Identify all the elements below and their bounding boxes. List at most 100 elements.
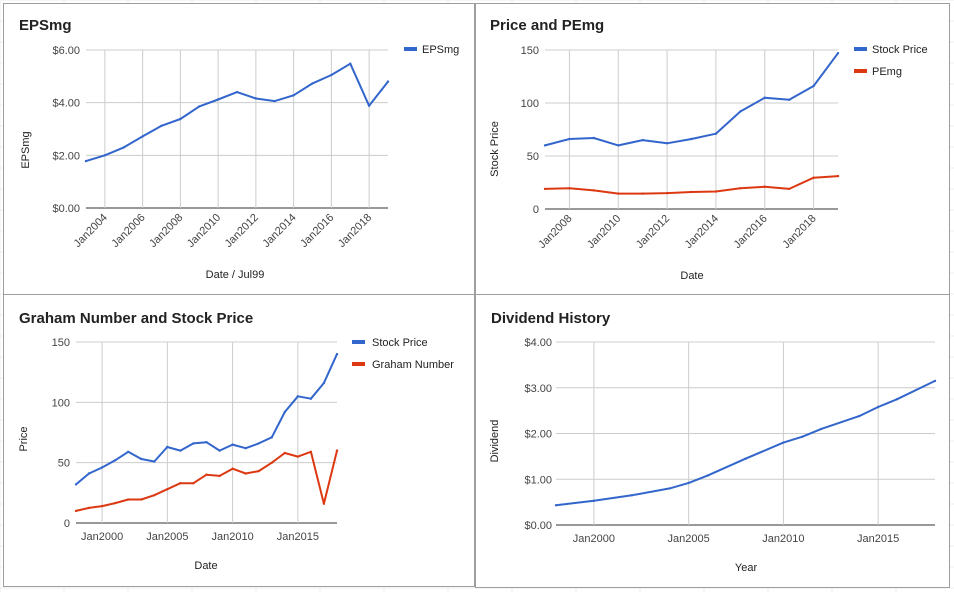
data-point [812,84,815,88]
y-tick-label: $0.00 [524,520,552,532]
data-point [235,90,239,94]
legend: Stock Price Graham Number [352,337,454,371]
data-point [706,474,709,477]
data-point [141,135,144,138]
data-point [218,449,221,452]
legend-label-stock-price: Stock Price [872,44,928,56]
x-axis-label: Year [735,562,758,574]
data-point [554,504,558,507]
data-point [782,441,785,444]
y-tick-label: 150 [52,337,70,349]
legend-swatch-stock-price [854,47,867,51]
data-point [933,379,937,383]
data-point [592,189,595,192]
legend-swatch-epsmg [404,47,417,51]
data-point [641,138,644,142]
data-point [820,427,823,431]
series-line-stock-price [544,52,839,147]
data-point [273,99,276,103]
data-point [309,397,313,400]
data-point [179,482,182,485]
data-point [114,459,117,462]
data-point [140,498,143,501]
data-point [296,395,300,398]
data-point [84,159,88,163]
data-point [103,154,107,157]
y-tick-label: $0.00 [52,203,80,215]
data-point [166,488,169,491]
data-point [100,466,104,469]
data-point [617,144,620,147]
data-point [349,62,352,65]
data-point [665,142,669,145]
data-point [198,105,201,108]
data-point [322,381,326,385]
y-tick-label: $2.00 [524,429,552,441]
data-point [690,137,693,141]
price-pemg-chart-panel[interactable]: Price and PEmg 0 50 100 150 Jan2008 Jan2010 J… [475,3,950,295]
y-tick-label: 50 [527,151,539,163]
data-point [218,474,221,478]
data-point [166,445,169,449]
data-point [244,447,247,450]
data-point [231,467,234,470]
y-tick-label: $1.00 [524,474,552,486]
y-tick-label: $6.00 [52,45,80,57]
graham-number-chart-panel[interactable]: Graham Number and Stock Price 0 50 100 150 … [3,294,475,587]
data-point [641,192,644,195]
data-point [744,457,747,460]
legend-label-graham-number: Graham Number [372,359,454,371]
data-point [739,110,742,113]
y-tick-label: $3.00 [524,383,552,395]
legend-swatch-stock-price [352,340,365,344]
x-tick-label: Jan2014 [260,212,298,250]
data-point [568,137,571,141]
data-point [858,414,861,418]
data-point [205,473,208,476]
x-tick-label: Jan2010 [211,531,253,543]
x-tick-label: Jan2008 [536,213,574,251]
data-point [714,132,718,135]
x-axis-label: Date [680,270,703,282]
data-point [114,501,117,505]
data-point [153,494,156,497]
data-point [231,443,234,446]
legend-label-pemg: PEmg [872,66,902,78]
data-point [788,187,791,191]
legend-swatch-pemg [854,69,867,73]
data-point [127,498,130,501]
x-tick-label: Jan2016 [732,213,770,251]
data-point [100,504,104,508]
dividend-history-chart-panel[interactable]: Dividend History $0.00 $1.00 $2.00 $3.00 $4.… [475,294,950,588]
legend: EPSmg [404,44,459,56]
data-point [714,190,718,193]
y-tick-label: $4.00 [524,337,552,349]
y-axis-label: Price [18,426,30,451]
data-point [335,352,339,356]
legend-swatch-graham-number [352,362,365,366]
x-tick-label: Jan2010 [585,213,623,251]
data-point [335,449,339,452]
y-tick-label: 100 [52,397,70,409]
x-tick-label: Jan2018 [780,213,818,251]
x-tick-label: Jan2010 [762,533,804,545]
data-point [153,460,156,463]
legend-label-epsmg: EPSmg [422,44,459,56]
x-tick-label: Jan2012 [223,212,261,250]
series-line-epsmg [85,62,389,163]
data-point [812,176,815,179]
data-point [216,98,220,101]
y-tick-label: $4.00 [52,98,80,110]
data-point [322,502,326,505]
data-point [668,487,671,490]
x-axis-label: Date [194,560,217,572]
x-tick-label: Jan2010 [185,212,223,250]
eps-chart-panel[interactable]: EPSmg $0.00 $2.00 $4.00 $6.00 Jan2004 Jan200… [3,3,475,295]
data-point [296,455,300,458]
data-point [254,97,258,100]
y-axis-label: EPSmg [20,131,32,168]
x-tick-label: Jan2004 [72,212,110,250]
x-tick-label: Jan2014 [683,213,721,251]
legend-label-stock-price: Stock Price [372,337,428,349]
data-point [140,457,143,461]
